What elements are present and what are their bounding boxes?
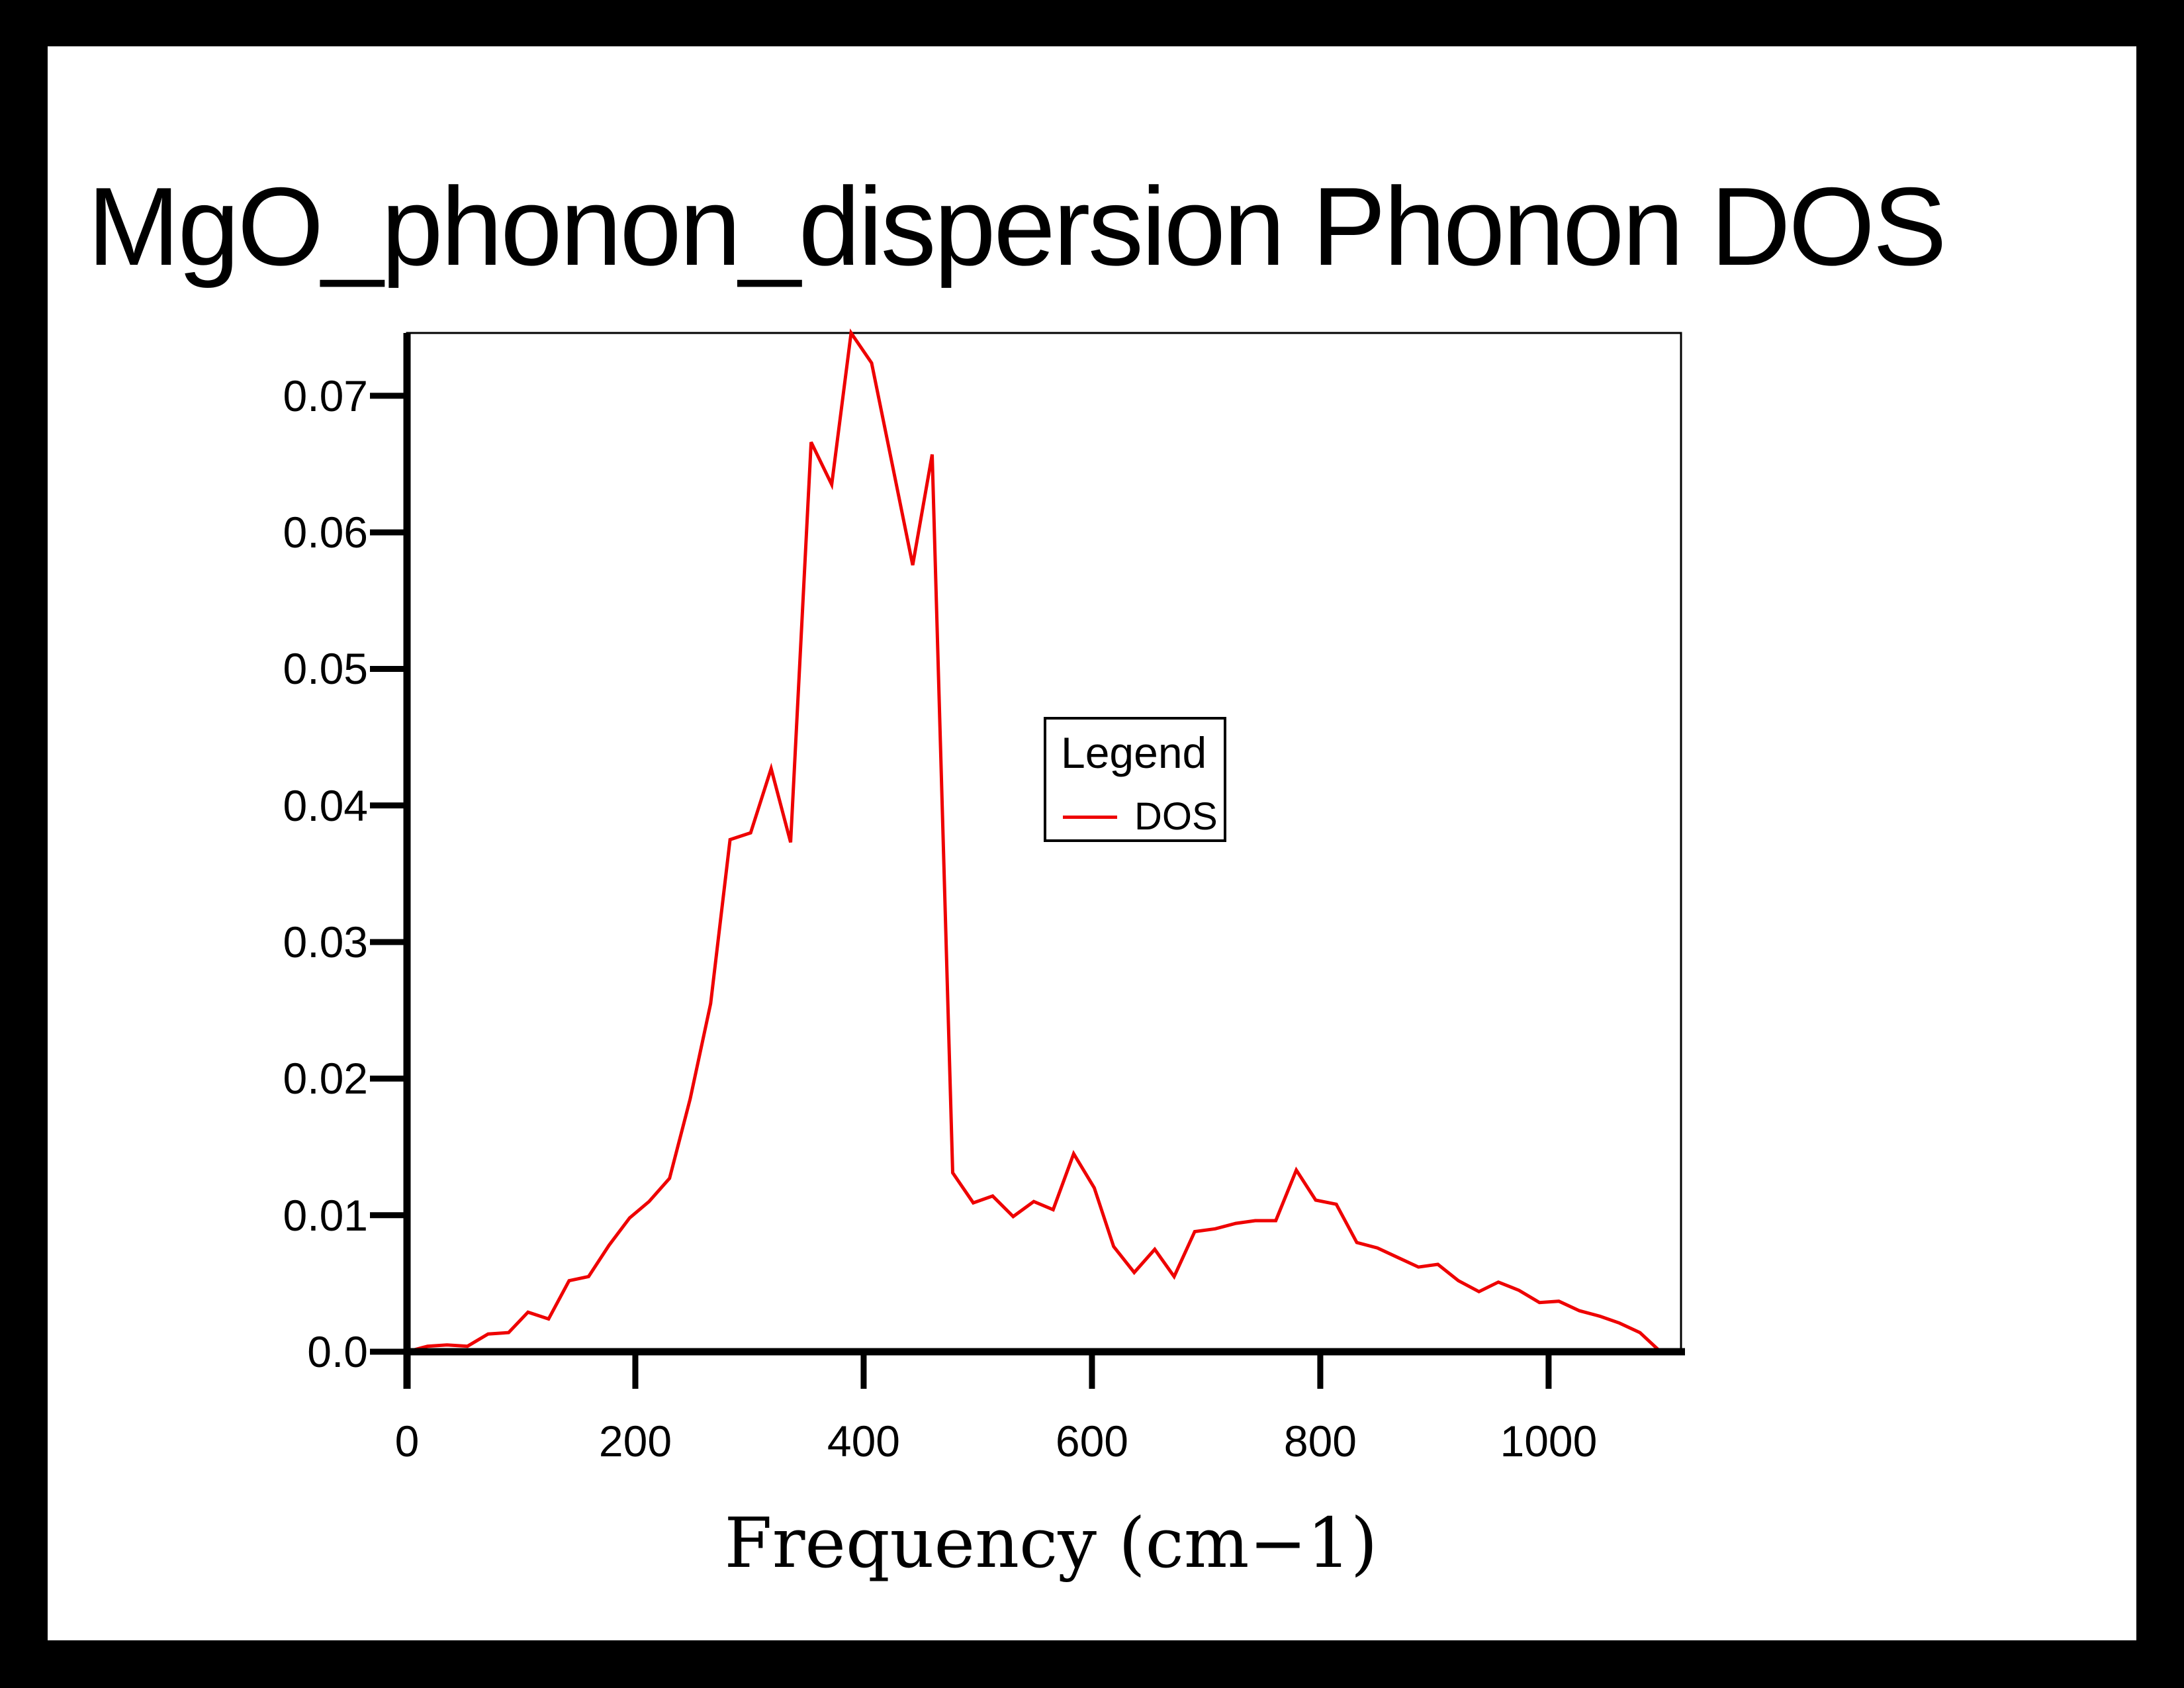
y-tick-label: 0.07 [283, 371, 368, 420]
x-tick-label: 600 [1055, 1417, 1128, 1466]
y-tick-label: 0.02 [283, 1054, 368, 1103]
dos-line [405, 328, 1683, 1354]
axis-ticks [370, 393, 1552, 1389]
y-tick-label: 0.0 [307, 1327, 368, 1376]
x-tick-label: 400 [827, 1417, 901, 1466]
legend-title: Legend [1061, 728, 1207, 777]
y-tick-label: 0.05 [283, 644, 368, 694]
y-tick-label: 0.03 [283, 917, 368, 967]
frame-rect [406, 332, 1682, 1353]
x-tick-label: 200 [598, 1417, 672, 1466]
y-tick-label: 0.01 [283, 1190, 368, 1240]
plot-frame [406, 332, 1682, 1353]
legend-line-sample [1063, 816, 1117, 819]
x-axis-title: Frequency (cm−1) [724, 1503, 1378, 1583]
y-tick-label: 0.06 [283, 508, 368, 557]
x-tick-label: 800 [1283, 1417, 1357, 1466]
legend-box: Legend DOS [1044, 717, 1226, 842]
legend-entry-dos: DOS [1134, 795, 1218, 838]
chart-title: MgO_phonon_dispersion Phonon DOS [87, 164, 1947, 289]
plot-axes [403, 333, 1685, 1389]
y-tick-label: 0.04 [283, 780, 368, 830]
dos-curve [405, 328, 1683, 1354]
x-tick-label: 0 [394, 1417, 420, 1466]
x-tick-label: 1000 [1500, 1417, 1598, 1466]
